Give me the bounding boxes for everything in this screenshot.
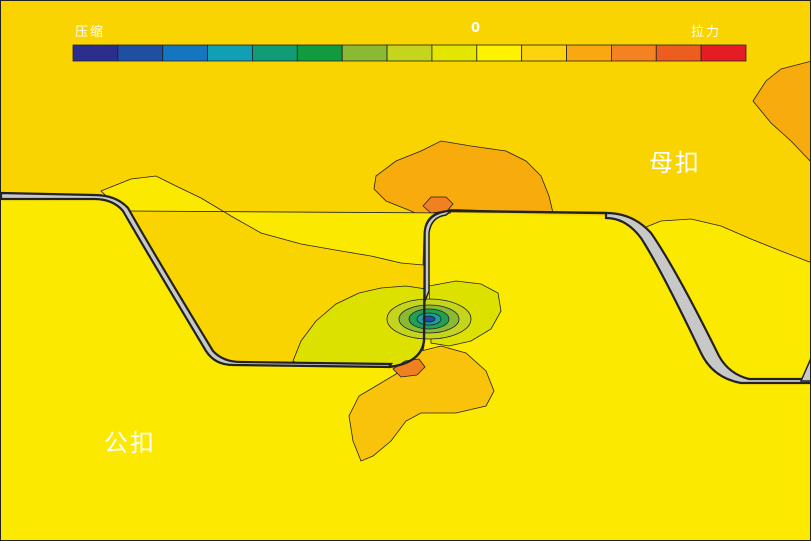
- legend-swatch: [207, 44, 253, 62]
- legend-swatch: [162, 44, 209, 62]
- legend-swatch: [72, 44, 119, 62]
- legend-swatch: [700, 44, 747, 62]
- tension-hotspot-bottom: [392, 358, 426, 378]
- legend-swatch: [252, 44, 298, 62]
- contact-seam-inner: [424, 210, 454, 302]
- legend-tension-label: 拉力: [691, 25, 722, 40]
- legend-zero-label: 0: [471, 21, 483, 36]
- legend-swatch: [611, 44, 657, 62]
- legend-swatch: [296, 44, 343, 62]
- legend-swatch: [655, 44, 702, 62]
- legend-swatch: [566, 44, 612, 62]
- right-gap-band: [604, 211, 810, 385]
- legend-swatch: [521, 44, 567, 62]
- female-snap-label: 母扣: [649, 149, 701, 177]
- edge-gap-band: [799, 358, 810, 382]
- upper-right-tension-zone: [752, 61, 810, 162]
- legend-swatch: [476, 44, 523, 62]
- legend-swatch: [386, 44, 433, 62]
- legend-compression-label: 压缩: [75, 25, 106, 40]
- legend-swatch: [117, 44, 164, 62]
- upper-tension-lobe: [373, 140, 554, 217]
- male-snap-label: 公扣: [104, 429, 156, 457]
- tension-hotspot-top: [422, 196, 454, 214]
- legend-swatch: [431, 44, 478, 62]
- lower-tension-lobe: [348, 345, 495, 462]
- color-legend-bar: [72, 44, 747, 62]
- legend-swatch: [341, 44, 388, 62]
